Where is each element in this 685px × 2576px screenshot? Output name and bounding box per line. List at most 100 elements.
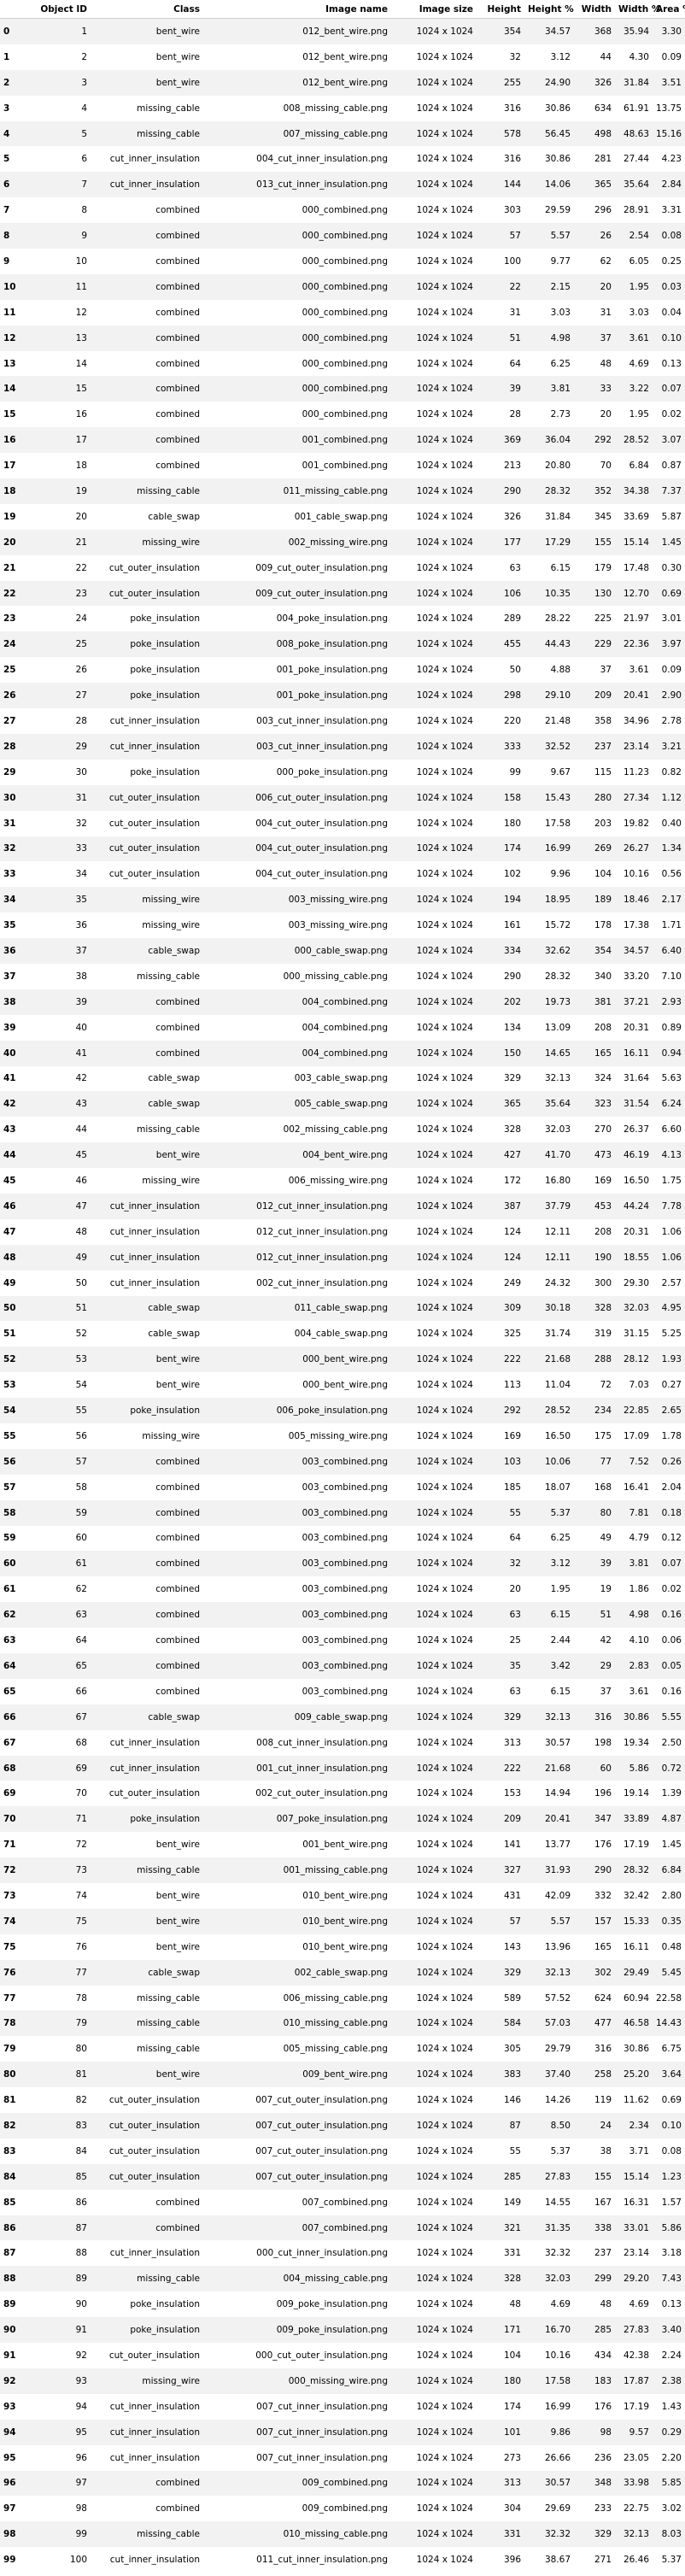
table-row: 55 56 missing_wire 005_missing_wire.png 1024… xyxy=(0,1423,685,1449)
row-index: 29 xyxy=(3,766,16,777)
width-percent-cell: 4.30 xyxy=(629,51,649,62)
height-cell: 313 xyxy=(503,2478,521,2489)
width-cell: 453 xyxy=(594,1200,612,1212)
table-row: 14 15 combined 000_combined.png 1024 x 1024 3… xyxy=(0,376,685,402)
area-percent-column-header: Area % xyxy=(653,0,685,19)
image-name-cell: 009_bent_wire.png xyxy=(302,2069,388,2080)
height-percent-cell: 21.68 xyxy=(544,1354,571,1365)
height-percent-cell: 10.16 xyxy=(544,2350,571,2361)
area-percent-cell: 0.35 xyxy=(661,1916,682,1927)
area-percent-cell: 2.57 xyxy=(661,1277,682,1288)
table-row: 76 77 cable_swap 002_cable_swap.png 1024 x 1… xyxy=(0,1959,685,1986)
height-cell: 39 xyxy=(509,384,521,395)
height-percent-cell: 30.57 xyxy=(544,1737,571,1748)
image-name-cell: 000_combined.png xyxy=(302,409,388,420)
class-cell: combined xyxy=(155,1635,200,1646)
row-index: 33 xyxy=(3,869,16,880)
width-percent-cell: 29.49 xyxy=(623,1967,649,1978)
width-cell: 189 xyxy=(594,895,612,906)
image-name-cell: 009_combined.png xyxy=(302,2478,388,2489)
row-index: 20 xyxy=(3,537,16,548)
width-percent-cell: 35.94 xyxy=(623,26,649,37)
table-row: 56 57 combined 003_combined.png 1024 x 1024 1… xyxy=(0,1448,685,1475)
row-index: 93 xyxy=(3,2401,16,2412)
height-cell: 32 xyxy=(509,51,521,62)
height-percent-cell: 57.52 xyxy=(544,1992,571,2004)
row-index: 60 xyxy=(3,1558,16,1570)
row-index: 27 xyxy=(3,715,16,726)
height-cell: 303 xyxy=(503,205,521,216)
height-percent-cell: 4.98 xyxy=(550,332,571,343)
height-cell: 396 xyxy=(503,2555,521,2566)
table-row: 99 100 cut_inner_insulation 011_cut_inner_i… xyxy=(0,2547,685,2573)
width-percent-cell: 6.84 xyxy=(629,461,649,472)
image-name-cell: 000_combined.png xyxy=(302,332,388,343)
image-name-cell: 003_combined.png xyxy=(302,1635,388,1646)
image-size-cell: 1024 x 1024 xyxy=(416,103,473,114)
area-percent-cell: 0.02 xyxy=(661,409,682,420)
class-cell: bent_wire xyxy=(155,1890,200,1901)
area-percent-cell: 0.16 xyxy=(661,1610,682,1621)
area-percent-cell: 7.43 xyxy=(661,2274,682,2285)
width-percent-cell: 23.05 xyxy=(623,2452,649,2463)
class-cell: missing_wire xyxy=(142,895,200,906)
row-index: 25 xyxy=(3,665,16,676)
image-name-cell: 001_bent_wire.png xyxy=(302,1840,388,1851)
width-percent-cell: 33.20 xyxy=(623,971,649,982)
image-size-cell: 1024 x 1024 xyxy=(416,332,473,343)
image-size-cell: 1024 x 1024 xyxy=(416,409,473,420)
table-row: 86 87 combined 007_combined.png 1024 x 1024 3… xyxy=(0,2215,685,2241)
object-id-cell: 98 xyxy=(75,2503,87,2514)
image-size-cell: 1024 x 1024 xyxy=(416,2452,473,2463)
object-id-cell: 33 xyxy=(75,843,87,854)
row-index: 62 xyxy=(3,1610,16,1621)
width-cell: 296 xyxy=(594,205,612,216)
object-id-cell: 63 xyxy=(75,1610,87,1621)
row-index: 22 xyxy=(3,588,16,599)
height-percent-cell: 24.32 xyxy=(544,1277,571,1288)
table-row: 51 52 cable_swap 004_cable_swap.png 1024 x 1… xyxy=(0,1321,685,1347)
image-size-cell: 1024 x 1024 xyxy=(416,2145,473,2156)
image-size-cell: 1024 x 1024 xyxy=(416,485,473,496)
height-cell: 64 xyxy=(509,1533,521,1544)
image-name-cell: 010_bent_wire.png xyxy=(302,1916,388,1927)
width-percent-cell: 4.98 xyxy=(629,1610,649,1621)
height-percent-cell: 17.29 xyxy=(544,537,571,548)
height-percent-cell: 28.22 xyxy=(544,613,571,625)
table-row: 64 65 combined 003_combined.png 1024 x 1024 3… xyxy=(0,1653,685,1679)
width-cell: 104 xyxy=(594,869,612,880)
area-percent-cell: 0.06 xyxy=(661,1635,682,1646)
height-percent-cell: 57.03 xyxy=(544,2018,571,2029)
table-row: 77 78 missing_cable 006_missing_cable.png 10… xyxy=(0,1985,685,2011)
image-size-cell: 1024 x 1024 xyxy=(416,1303,473,1314)
object-id-cell: 76 xyxy=(75,1941,87,1952)
table-row: 53 54 bent_wire 000_bent_wire.png 1024 x 102… xyxy=(0,1372,685,1399)
row-index: 58 xyxy=(3,1507,16,1518)
height-cell: 20 xyxy=(509,1584,521,1595)
object-id-cell: 87 xyxy=(75,2222,87,2233)
area-percent-cell: 0.05 xyxy=(661,1660,682,1671)
row-index: 48 xyxy=(3,1252,16,1263)
table-row: 82 83 cut_outer_insulation 007_cut_outer_in… xyxy=(0,2113,685,2139)
width-percent-cell: 42.38 xyxy=(623,2350,649,2361)
class-cell: combined xyxy=(155,2222,200,2233)
object-id-cell: 34 xyxy=(75,869,87,880)
class-cell: cut_outer_insulation xyxy=(108,1788,200,1799)
image-name-cell: 009_cut_outer_insulation.png xyxy=(255,588,388,599)
height-percent-cell: 32.03 xyxy=(544,2274,571,2285)
height-cell: 25 xyxy=(509,1635,521,1646)
class-cell: missing_cable xyxy=(137,103,200,114)
area-percent-cell: 2.84 xyxy=(661,179,682,191)
area-percent-cell: 0.07 xyxy=(661,1558,682,1570)
header-row: Object ID Class Image name Image size He… xyxy=(0,0,685,19)
object-id-cell: 39 xyxy=(75,996,87,1007)
image-size-cell: 1024 x 1024 xyxy=(416,537,473,548)
height-percent-cell: 6.15 xyxy=(550,1686,571,1697)
width-cell: 77 xyxy=(600,1456,612,1467)
object-id-cell: 14 xyxy=(75,358,87,369)
height-cell: 150 xyxy=(503,1047,521,1059)
image-size-cell: 1024 x 1024 xyxy=(416,1941,473,1952)
height-cell: 290 xyxy=(503,485,521,496)
height-percent-cell: 4.69 xyxy=(550,2299,571,2310)
row-index: 52 xyxy=(3,1354,16,1365)
